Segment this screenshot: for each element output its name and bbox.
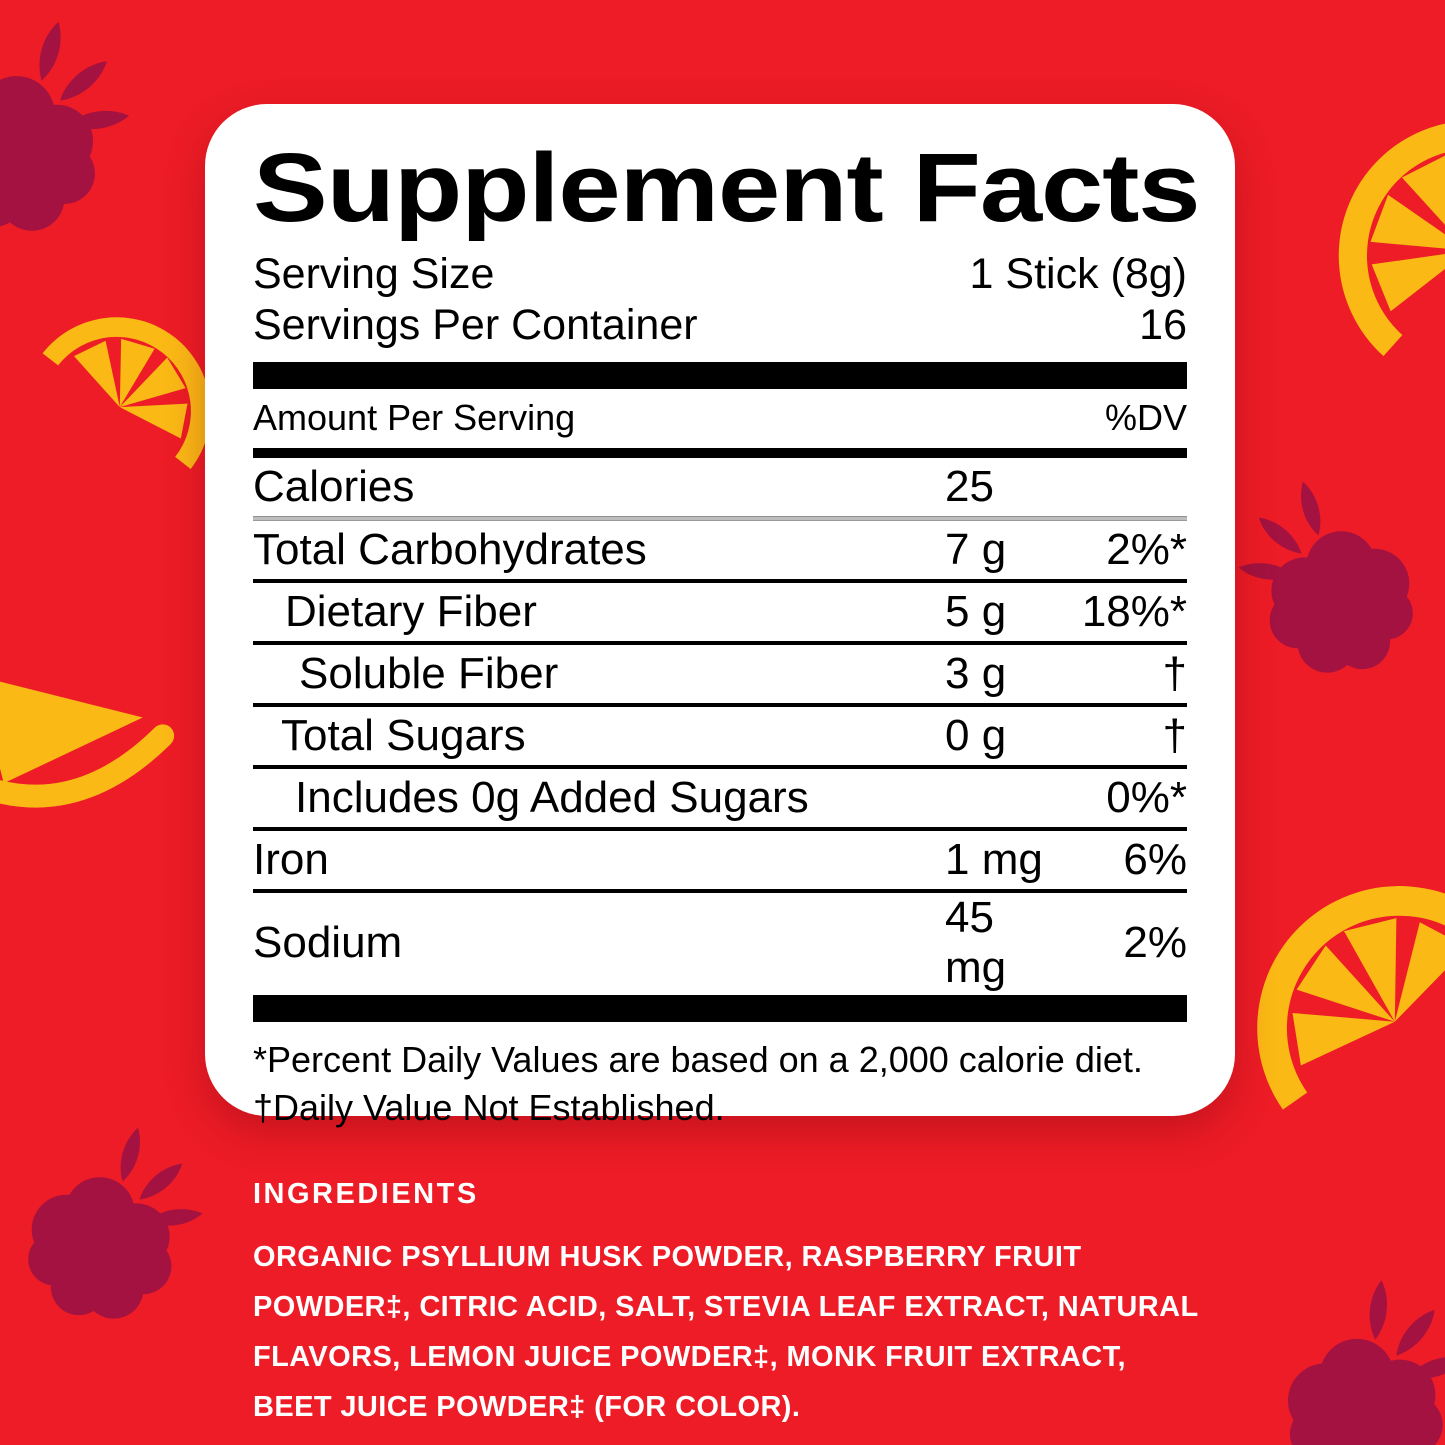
row-separator bbox=[253, 703, 1187, 708]
nutrient-daily-value: † bbox=[1162, 711, 1187, 761]
supplement-facts-panel: Supplement Facts Serving Size 1 Stick (8g… bbox=[205, 104, 1235, 1128]
nutrient-row: Dietary Fiber 5 g 18%* bbox=[253, 583, 1187, 641]
raspberry-mid-right-icon bbox=[1233, 480, 1425, 682]
row-separator bbox=[253, 765, 1187, 770]
nutrient-amount: 45 mg bbox=[945, 893, 1007, 993]
nutrient-row: Iron 1 mg 6% bbox=[253, 831, 1187, 889]
dv-column-label: %DV bbox=[1104, 397, 1187, 439]
row-separator bbox=[253, 889, 1187, 894]
serving-row-label: Servings Per Container bbox=[253, 300, 698, 349]
lemon-wedge-bottom-left-icon bbox=[0, 640, 186, 835]
serving-row-value: 1 Stick (8g) bbox=[969, 249, 1187, 298]
nutrient-amount: 3 g bbox=[945, 649, 1007, 699]
nutrient-row: Calories 25 bbox=[253, 458, 1187, 516]
footnote-line: *Percent Daily Values are based on a 2,0… bbox=[253, 1039, 1143, 1081]
nutrient-amount: 0 g bbox=[945, 711, 1007, 761]
serving-row-label: Serving Size bbox=[253, 249, 495, 298]
raspberry-bottom-left-icon bbox=[16, 1126, 208, 1328]
row-separator bbox=[253, 827, 1187, 832]
nutrient-daily-value: 2% bbox=[1123, 918, 1187, 968]
ingredients-section: INGREDIENTS ORGANIC PSYLLIUM HUSK POWDER… bbox=[253, 1178, 1203, 1433]
nutrient-amount: 25 bbox=[945, 462, 994, 512]
nutrient-row: Total Sugars 0 g † bbox=[253, 707, 1187, 765]
row-separator bbox=[253, 641, 1187, 646]
nutrient-daily-value: 0%* bbox=[1106, 773, 1187, 823]
nutrient-amount: 5 g bbox=[945, 587, 1007, 637]
raspberry-bottom-right-icon bbox=[1253, 1266, 1445, 1445]
nutrient-name: Total Sugars bbox=[281, 711, 526, 761]
nutrient-name: Total Carbohydrates bbox=[253, 525, 647, 575]
nutrient-amount: 7 g bbox=[945, 525, 1007, 575]
divider-thick-top bbox=[253, 362, 1187, 390]
nutrient-name: Soluble Fiber bbox=[299, 649, 559, 699]
row-separator bbox=[253, 579, 1187, 584]
divider-thick-bottom bbox=[253, 995, 1187, 1023]
nutrient-name: Iron bbox=[253, 835, 329, 885]
nutrient-daily-value: 2%* bbox=[1106, 525, 1187, 575]
ingredients-text: ORGANIC PSYLLIUM HUSK POWDER, RASPBERRY … bbox=[253, 1241, 1199, 1423]
nutrient-name: Includes 0g Added Sugars bbox=[295, 773, 809, 823]
amount-per-serving-label: Amount Per Serving bbox=[253, 397, 576, 439]
nutrient-daily-value: 6% bbox=[1123, 835, 1187, 885]
raspberry-top-left-icon bbox=[0, 20, 135, 241]
footnotes: *Percent Daily Values are based on a 2,0… bbox=[253, 1022, 1187, 1132]
serving-info: Serving Size 1 Stick (8g) Servings Per Con… bbox=[253, 249, 1187, 350]
nutrient-row: Soluble Fiber 3 g † bbox=[253, 645, 1187, 703]
nutrient-row: Sodium 45 mg 2% bbox=[253, 893, 1187, 993]
divider-medium bbox=[253, 448, 1187, 459]
nutrient-row: Includes 0g Added Sugars 0%* bbox=[253, 769, 1187, 827]
nutrient-name: Calories bbox=[253, 462, 415, 512]
serving-row: Serving Size 1 Stick (8g) bbox=[253, 249, 1187, 300]
nutrient-row: Total Carbohydrates 7 g 2%* bbox=[253, 521, 1187, 579]
ingredients-heading: INGREDIENTS bbox=[253, 1178, 479, 1210]
serving-row: Servings Per Container 16 bbox=[253, 300, 1187, 351]
nutrient-amount: 1 mg bbox=[945, 835, 1043, 885]
row-separator bbox=[253, 516, 1187, 522]
nutrient-name: Dietary Fiber bbox=[285, 587, 537, 637]
table-header-row: Amount Per Serving %DV bbox=[253, 389, 1187, 448]
nutrient-daily-value: 18%* bbox=[1081, 587, 1187, 637]
footnote-line: †Daily Value Not Established. bbox=[253, 1087, 725, 1129]
nutrient-daily-value: † bbox=[1162, 649, 1187, 699]
nutrient-name: Sodium bbox=[253, 918, 403, 968]
panel-title: Supplement Facts bbox=[253, 133, 1201, 242]
serving-row-value: 16 bbox=[1139, 300, 1187, 349]
nutrient-rows: Calories 25 Total Carbohydrates 7 g 2%* Dieta… bbox=[253, 458, 1187, 993]
